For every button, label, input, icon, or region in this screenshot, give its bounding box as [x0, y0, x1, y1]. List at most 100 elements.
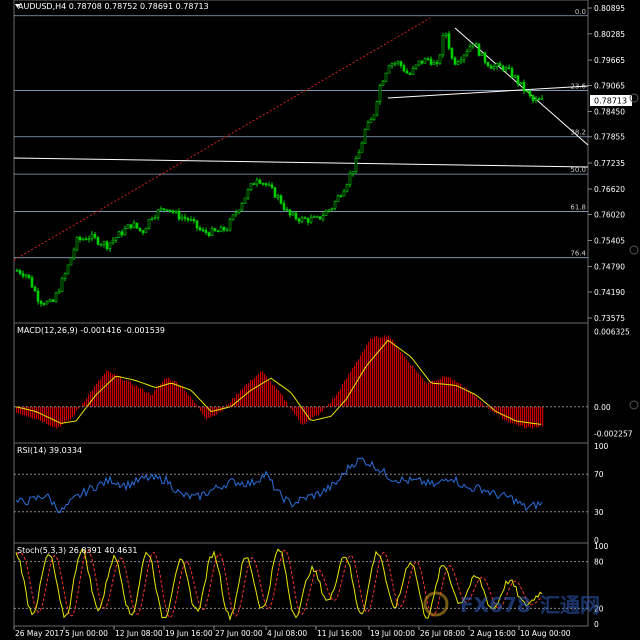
macd-bar: [472, 393, 474, 407]
macd-bar: [328, 404, 330, 407]
macd-bar: [518, 406, 520, 427]
watermark: FX678 汇通网: [423, 591, 600, 617]
macd-bar: [366, 344, 368, 407]
macd-bar: [534, 406, 536, 427]
macd-bar: [336, 394, 338, 407]
fib-level-label: 38.2: [570, 129, 586, 137]
candle-body: [357, 152, 361, 159]
macd-bar: [408, 362, 410, 407]
collapse-arrow-icon[interactable]: [15, 4, 20, 8]
trendline-horizontal-upper[interactable]: [387, 85, 589, 99]
macd-bar: [444, 376, 446, 407]
macd-bar: [108, 371, 110, 407]
macd-bar: [184, 390, 186, 407]
macd-bar: [482, 403, 484, 407]
macd-bar: [124, 380, 126, 407]
candle-body: [363, 129, 367, 144]
macd-bar: [480, 401, 482, 407]
macd-bar: [542, 406, 544, 427]
macd-bar: [350, 371, 352, 407]
macd-bar: [60, 406, 62, 427]
macd-bar: [474, 395, 476, 407]
macd-bar: [512, 406, 514, 424]
candle-body: [207, 232, 211, 236]
macd-bar: [162, 381, 164, 407]
macd-bar: [456, 382, 458, 407]
scroll-marker-icon[interactable]: [629, 400, 639, 410]
candle-body: [174, 211, 178, 213]
macd-bar: [214, 406, 216, 417]
macd-bar: [72, 406, 74, 417]
trendline-descending[interactable]: [454, 27, 589, 146]
macd-bar: [204, 406, 206, 417]
macd-bar: [278, 390, 280, 407]
macd-bar: [228, 404, 230, 407]
macd-bar: [126, 380, 128, 407]
macd-bar: [52, 406, 54, 428]
macd-bar: [36, 406, 38, 420]
scroll-marker-icon[interactable]: [629, 245, 639, 255]
macd-bar: [372, 338, 374, 407]
candle-body: [153, 217, 157, 219]
fib-level-label: 0.0: [575, 8, 586, 16]
candle-body: [465, 50, 469, 56]
rsi-tick-label: 100: [594, 442, 609, 451]
macd-bar: [296, 406, 298, 417]
macd-bar: [520, 406, 522, 426]
macd-bar: [30, 406, 32, 418]
scroll-marker-icon[interactable]: [629, 93, 639, 103]
time-tick-label: 4 Jul 08:00: [267, 629, 307, 638]
macd-bar: [304, 406, 306, 424]
macd-bar: [424, 381, 426, 407]
candle-body: [186, 218, 190, 221]
macd-bar: [196, 404, 198, 407]
candle-body: [168, 209, 172, 212]
macd-bar: [100, 379, 102, 407]
fib-level-label: 76.4: [570, 250, 586, 258]
macd-bar: [530, 406, 532, 428]
candle-body: [234, 212, 238, 216]
candle-body: [531, 95, 535, 101]
candle-body: [300, 217, 304, 222]
macd-bar: [152, 394, 154, 407]
trendlines: [13, 17, 589, 261]
macd-bar: [364, 349, 366, 407]
watermark-logo-icon: [423, 591, 449, 617]
candle-body: [318, 216, 322, 220]
time-tick-label: 12 Jun 08:00: [115, 629, 163, 638]
macd-bar: [412, 365, 414, 407]
rsi-tick-label: 0: [594, 536, 599, 545]
rsi-tick-label: 70: [594, 470, 604, 479]
macd-bar: [78, 406, 80, 409]
macd-bar: [130, 381, 132, 407]
macd-bar: [264, 373, 266, 407]
candle-body: [219, 226, 223, 232]
trendline-horizontal-lower[interactable]: [13, 157, 589, 168]
macd-bar: [358, 359, 360, 407]
candle-body: [198, 227, 202, 231]
candle-body: [486, 62, 490, 67]
candle-body: [417, 60, 421, 66]
macd-bar: [478, 399, 480, 407]
candle-body: [519, 81, 523, 85]
macd-bar: [56, 406, 58, 429]
macd-bar: [250, 379, 252, 407]
trendline-red-dashed[interactable]: [13, 17, 431, 261]
macd-bar: [208, 406, 210, 418]
macd-bar: [198, 406, 200, 409]
candle-body: [360, 142, 364, 153]
stoch-lines: [14, 548, 588, 622]
macd-bar: [344, 380, 346, 407]
candle-body: [201, 229, 205, 232]
macd-bar: [230, 402, 232, 407]
candle-body: [459, 59, 463, 63]
macd-bar: [524, 406, 526, 429]
macd-bar: [102, 375, 104, 407]
candle-body: [273, 187, 277, 198]
stoch-main-line: [15, 548, 543, 622]
candle-body: [471, 44, 475, 47]
macd-bar: [294, 406, 296, 415]
macd-bar: [226, 404, 228, 407]
macd-bar: [50, 406, 52, 427]
macd-bar: [178, 384, 180, 407]
